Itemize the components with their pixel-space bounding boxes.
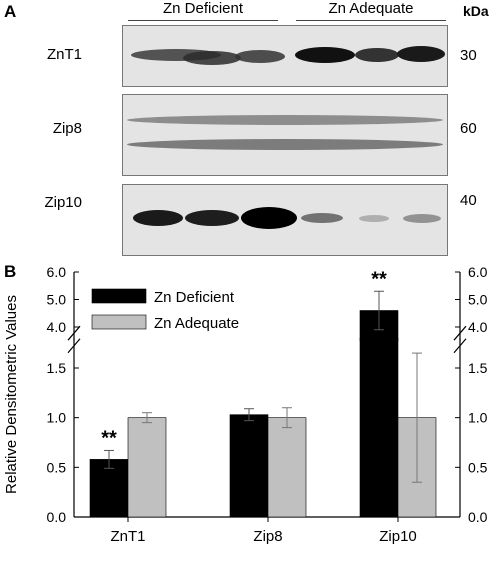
legend-swatch-1 [91,314,147,330]
bar-zip10-s0-lower [359,337,399,518]
band [127,115,443,125]
y-tick-label-left: 6.0 [47,264,67,280]
x-tick-label: Zip8 [253,528,282,545]
y-tick-label-right: 6.0 [468,264,488,280]
axis-break-left [67,338,81,354]
axis-break-left [67,325,81,341]
x-tick-label: ZnT1 [110,528,145,545]
mw-znt1: 30 [460,47,477,64]
group-line-zn-adequate [296,20,446,21]
axis-break-right [453,325,467,341]
band [241,207,297,229]
band [301,213,343,223]
group-label-zn-adequate: Zn Adequate [328,0,414,17]
blot-zip8 [122,94,448,176]
y-tick-label-right: 1.0 [468,410,488,426]
band [235,50,285,63]
mw-zip8: 60 [460,120,477,137]
x-tick-label: Zip10 [379,528,417,545]
group-label-zn-deficient: Zn Deficient [162,0,244,17]
panel-b-label: B [4,262,17,281]
band [397,46,445,62]
legend-label-0: Zn Deficient [154,289,235,306]
bar-zip8-s0 [229,414,269,518]
band [183,51,241,65]
y-tick-label-left: 0.0 [47,509,67,525]
significance-marker: ** [101,427,117,449]
band [403,214,441,223]
blot-label-zip8: Zip8 [52,120,82,137]
band [355,48,399,62]
band [295,47,355,63]
legend-label-1: Zn Adequate [154,315,239,332]
y-tick-label-right: 1.5 [468,360,488,376]
y-tick-label-right: 5.0 [468,292,488,308]
blot-zip10 [122,184,448,256]
blot-label-znt1: ZnT1 [46,46,82,63]
y-tick-label-right: 0.5 [468,459,488,475]
group-line-zn-deficient [128,20,278,21]
y-tick-label-left: 1.0 [47,410,67,426]
blot-znt1 [122,25,448,87]
y-tick-label-left: 4.0 [47,319,67,335]
band [127,139,443,150]
y-tick-label-right: 4.0 [468,319,488,335]
band [133,210,183,226]
y-tick-label-left: 0.5 [47,459,67,475]
axis-break-right [453,338,467,354]
band [185,210,239,226]
blot-label-zip10: Zip10 [44,194,82,211]
band [359,215,389,222]
kda-label: kDa [463,3,489,19]
y-axis-label: Relative Densitometric Values [3,295,20,494]
bar-znt1-s1 [127,417,167,518]
bar-znt1-s0 [89,459,129,518]
y-tick-label-right: 0.0 [468,509,488,525]
panel-a-label: A [4,2,17,21]
mw-zip10: 40 [460,192,477,209]
bar-zip8-s1 [267,417,307,518]
legend-swatch-0 [91,288,147,304]
y-tick-label-left: 5.0 [47,292,67,308]
y-tick-label-left: 1.5 [47,360,67,376]
significance-marker: ** [371,268,387,290]
